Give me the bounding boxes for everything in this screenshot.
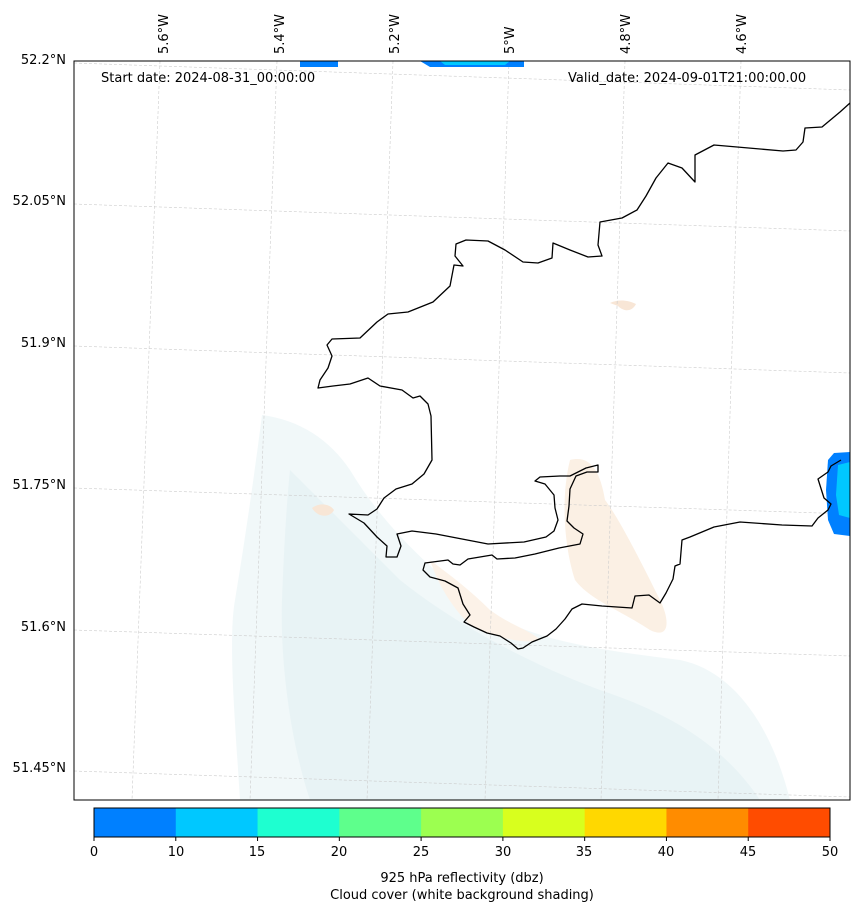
colorbar-segment	[421, 808, 504, 837]
colorbar-segment	[257, 808, 340, 837]
reflectivity-patch-east	[564, 459, 667, 633]
colorbar-tick-label: 30	[494, 845, 512, 860]
valid-date-label: Valid_date: 2024-09-01T21:00:00.00	[568, 71, 807, 86]
colorbar-tick-label: 20	[330, 845, 348, 860]
map-frame	[73, 60, 851, 801]
reflectivity-cell-east-core	[836, 462, 850, 518]
lat-tick-label: 51.6°N	[20, 620, 66, 635]
lat-tick-label: 52.05°N	[12, 194, 66, 209]
colorbar-segment	[666, 808, 749, 837]
colorbar-tick-label: 45	[739, 845, 757, 860]
colorbar-border	[93, 807, 831, 838]
low-reflectivity-patches	[312, 300, 667, 642]
reflectivity-cell-top-left	[300, 61, 338, 67]
lat-tick-label: 51.9°N	[20, 336, 66, 351]
colorbar-segment	[94, 808, 177, 837]
reflectivity-patch-west	[312, 504, 334, 516]
colorbar-tick-label: 15	[248, 845, 266, 860]
colorbar-segment	[748, 808, 831, 837]
lon-tick-label: 5.6°W	[157, 13, 172, 54]
colorbar-segment	[502, 808, 586, 837]
colorbar	[93, 807, 831, 841]
colorbar-tick-label: 0	[89, 845, 99, 860]
lon-tick-label: 5.2°W	[388, 13, 403, 54]
colorbar-tick-label: 10	[167, 845, 185, 860]
lat-tick-label: 51.45°N	[12, 761, 66, 776]
lon-tick-label: 4.6°W	[735, 13, 750, 54]
lat-tick-label: 51.75°N	[12, 478, 66, 493]
reflectivity-cell-top-center-core	[440, 61, 510, 65]
reflectivity-patch-south	[430, 560, 540, 642]
gridlines	[73, 60, 851, 801]
cloud-cover-shading	[232, 415, 791, 800]
colorbar-segment	[175, 808, 259, 837]
high-reflectivity-cells	[300, 61, 850, 536]
colorbar-tick-label: 25	[412, 845, 430, 860]
lon-tick-label: 5.4°W	[273, 13, 288, 54]
reflectivity-patch-north	[610, 300, 636, 311]
cloud-region-inner	[281, 470, 760, 800]
start-date-label: Start date: 2024-08-31_00:00:00	[101, 71, 316, 86]
colorbar-tick-label: 50	[821, 845, 839, 860]
colorbar-segment	[584, 808, 667, 837]
colorbar-tick-label: 35	[575, 845, 593, 860]
colorbar-label: 925 hPa reflectivity (dbz)	[380, 871, 544, 886]
coastline	[317, 102, 851, 650]
colorbar-segment	[339, 808, 422, 837]
colorbar-tick-label: 40	[657, 845, 675, 860]
lon-tick-label: 4.8°W	[619, 13, 634, 54]
colorbar-sublabel: Cloud cover (white background shading)	[330, 888, 594, 903]
coastline-main	[317, 102, 851, 650]
lon-tick-label: 5°W	[503, 26, 518, 54]
lat-tick-label: 52.2°N	[20, 53, 66, 68]
